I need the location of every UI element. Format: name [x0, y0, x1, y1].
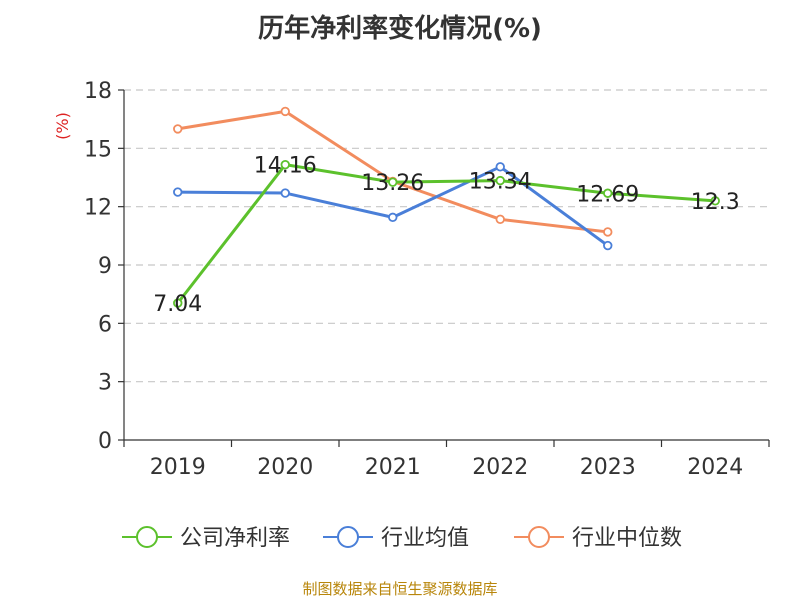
y-axis-unit: (%) [53, 112, 72, 140]
y-tick-label-0: 0 [98, 429, 112, 454]
data-point-0-2020 [280, 159, 290, 170]
data-point-2-2022 [495, 214, 505, 225]
data-label-2021: 13.26 [361, 171, 424, 196]
x-tick-label-2024: 2024 [687, 455, 743, 480]
data-label-2023: 12.69 [576, 182, 639, 207]
series-1 [173, 162, 613, 251]
data-labels: 7.04 14.16 13.26 13.34 12.69 12.3 [153, 154, 739, 317]
x-tick-label-2023: 2023 [580, 455, 636, 480]
data-point-2-2023 [603, 227, 613, 237]
data-point-1-2021 [388, 212, 398, 223]
data-point-2-2019 [173, 124, 183, 134]
data-point-2-2020 [280, 106, 290, 117]
legend-item-1: 行业均值 [323, 526, 469, 551]
legend: 公司净利率 行业均值 行业中位数 [122, 526, 682, 551]
y-tick-label-9: 9 [98, 254, 112, 279]
data-label-2022: 13.34 [469, 170, 532, 195]
y-tick-label-12: 12 [84, 196, 112, 221]
series-line-0 [176, 163, 716, 305]
legend-item-0: 公司净利率 [122, 526, 290, 551]
x-tick-label-2020: 2020 [257, 455, 313, 480]
data-point-0-2024 [710, 196, 720, 206]
axes: 0 3 6 9 12 15 18 2019 2020 2021 2022 2023 2024 (%) [53, 79, 770, 480]
source-note: 制图数据来自恒生聚源数据库 [302, 580, 498, 598]
x-tick-label-2022: 2022 [472, 455, 528, 480]
y-tick-label-6: 6 [98, 312, 112, 337]
chart-title: 历年净利率变化情况(%) [258, 14, 542, 44]
series [173, 106, 720, 308]
data-point-1-2022 [495, 162, 505, 172]
x-tick-label-2021: 2021 [365, 455, 421, 480]
y-tick-label-15: 15 [84, 137, 112, 162]
y-tick-label-18: 18 [84, 79, 112, 104]
data-point-0-2023 [603, 188, 613, 198]
legend-label-2: 行业中位数 [572, 526, 682, 551]
data-point-1-2020 [280, 188, 290, 198]
data-point-1-2019 [173, 187, 183, 197]
series-0 [173, 159, 720, 308]
data-point-0-2019 [173, 298, 183, 308]
legend-label-0: 公司净利率 [180, 526, 290, 551]
grid-lines [124, 89, 769, 383]
data-point-1-2023 [603, 240, 613, 251]
legend-label-1: 行业均值 [381, 526, 469, 551]
data-point-0-2021 [388, 177, 398, 187]
data-label-2020: 14.16 [254, 154, 317, 179]
y-tick-label-3: 3 [98, 371, 112, 396]
legend-marker-0 [136, 526, 158, 548]
legend-marker-2 [528, 526, 550, 548]
data-label-2019: 7.04 [153, 292, 202, 317]
legend-marker-1 [337, 526, 359, 548]
data-label-2024: 12.3 [691, 190, 740, 215]
legend-item-2: 行业中位数 [514, 526, 682, 551]
data-point-0-2022 [495, 175, 505, 186]
x-tick-label-2019: 2019 [150, 455, 206, 480]
